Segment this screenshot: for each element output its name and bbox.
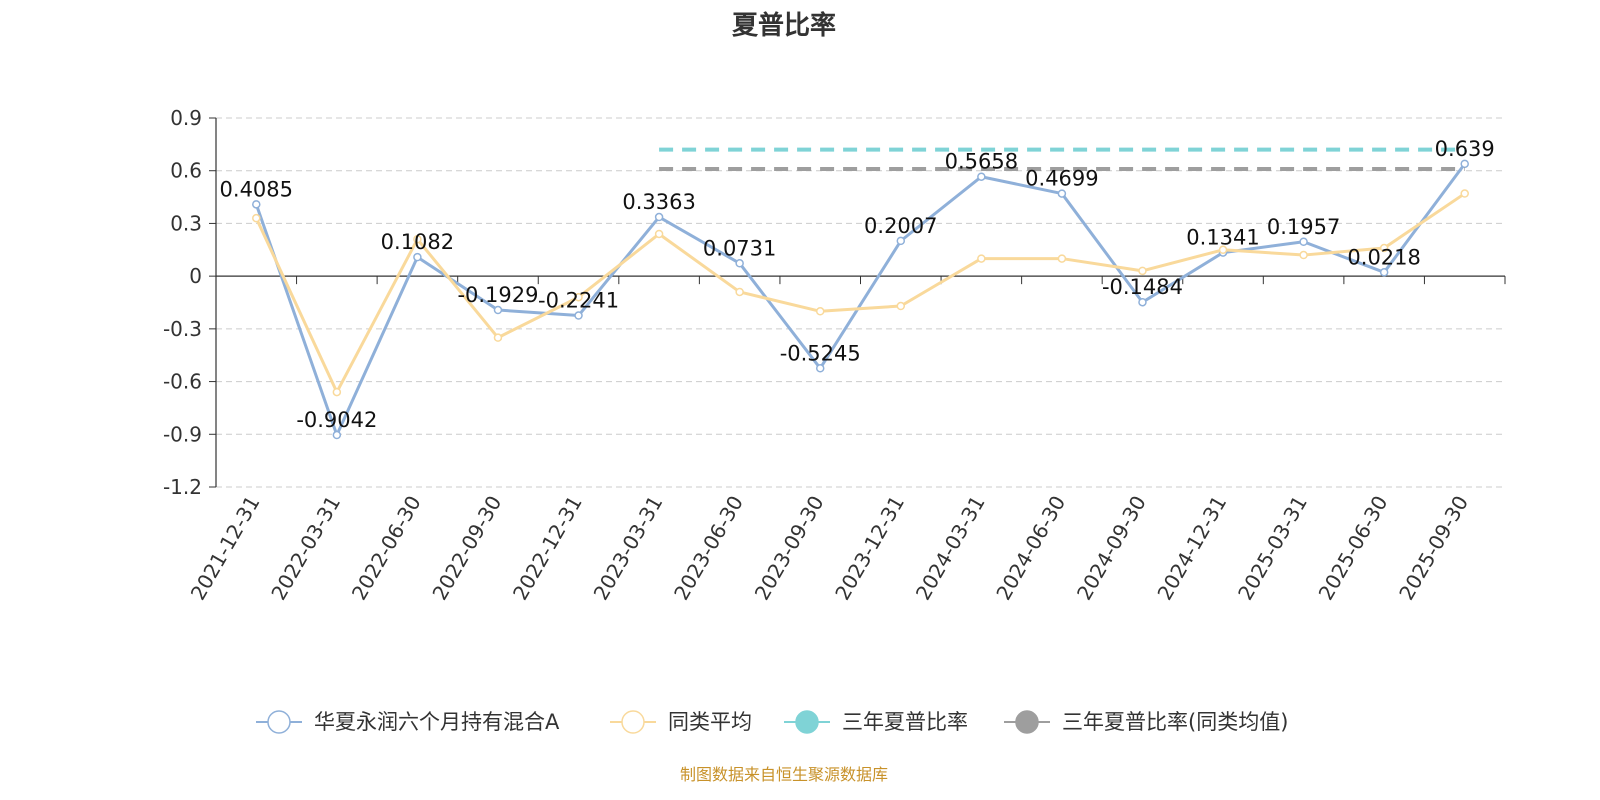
grid-layer (216, 117, 1505, 488)
series-point-0[interactable] (1460, 159, 1469, 169)
data-label: -0.1929 (457, 283, 538, 307)
data-label: -0.1484 (1102, 275, 1183, 299)
series-point-1[interactable] (735, 287, 744, 297)
data-label: 0.639 (1435, 137, 1495, 161)
legend-marker (1015, 710, 1039, 734)
series-point-1[interactable] (413, 234, 422, 244)
data-label: 0.0731 (703, 236, 776, 260)
series-point-1[interactable] (1057, 254, 1067, 263)
series-point-1[interactable] (1218, 245, 1228, 255)
y-tick-label: -1.2 (163, 475, 202, 499)
data-label: 0.2007 (864, 214, 937, 238)
data-label: 0.4085 (220, 177, 293, 201)
series-line-1 (254, 192, 1466, 394)
y-tick-label: 0 (189, 264, 202, 288)
x-tick-label: 2023-12-31 (830, 492, 909, 605)
series-point-0[interactable] (735, 259, 744, 268)
legend-marker (621, 710, 645, 734)
series-point-1[interactable] (493, 333, 503, 342)
x-tick-label: 2022-12-31 (508, 492, 587, 605)
legend-marker (267, 710, 291, 734)
data-label: 0.1341 (1186, 226, 1259, 250)
series-point-1[interactable] (332, 387, 342, 397)
y-tick-label: 0.3 (170, 211, 202, 235)
series-point-1[interactable] (1460, 189, 1469, 198)
data-label: 0.4699 (1025, 167, 1098, 191)
legend-label: 华夏永润六个月持有混合A (314, 710, 560, 734)
legend-item-2[interactable]: 三年夏普比率 (784, 710, 968, 734)
y-tick-label: -0.9 (163, 422, 202, 446)
data-label: 0.3363 (622, 190, 695, 214)
x-tick-label: 2024-09-30 (1072, 492, 1151, 605)
legend-marker (795, 710, 819, 734)
series-point-1[interactable] (977, 254, 986, 263)
series-point-0[interactable] (574, 311, 583, 320)
series-point-1[interactable] (252, 213, 261, 223)
y-tick-label: -0.6 (163, 370, 202, 394)
x-tick-label: 2023-09-30 (750, 492, 829, 605)
series-point-0[interactable] (413, 252, 422, 262)
series-point-1[interactable] (574, 292, 583, 302)
source-note: 制图数据来自恒生聚源数据库 (680, 765, 888, 784)
series-point-0[interactable] (1057, 189, 1067, 198)
series-point-0[interactable] (1138, 297, 1147, 307)
x-tick-label: 2024-03-31 (911, 492, 990, 605)
legend[interactable]: 华夏永润六个月持有混合A 同类平均 三年夏普比率 三年夏普比率(同类均值) (256, 710, 1288, 734)
legend-item-0[interactable]: 华夏永润六个月持有混合A (256, 710, 560, 734)
legend-label: 三年夏普比率(同类均值) (1062, 710, 1288, 734)
series-point-0[interactable] (896, 236, 906, 246)
series-point-1[interactable] (815, 307, 825, 316)
data-label-layer: 0.4085 -0.9042 0.1082 -0.1929 -0.2241 0.3363 0… (220, 137, 1495, 432)
series-point-1[interactable] (896, 301, 906, 311)
x-tick-label: 2023-03-31 (589, 492, 668, 605)
data-label: -0.5245 (780, 341, 861, 365)
series-point-0[interactable] (252, 200, 261, 209)
series-layer (252, 147, 1469, 440)
x-tick-label: 2022-09-30 (427, 492, 506, 605)
series-line-0 (254, 162, 1466, 437)
legend-item-1[interactable]: 同类平均 (610, 710, 752, 734)
legend-label: 三年夏普比率 (842, 710, 968, 734)
x-tick-label: 2025-09-30 (1394, 492, 1473, 605)
series-point-0[interactable] (977, 172, 986, 181)
data-label: 0.0218 (1347, 245, 1420, 269)
x-tick-label: 2024-12-31 (1152, 492, 1231, 605)
series-point-1[interactable] (1299, 250, 1308, 260)
y-tick-label: 0.9 (170, 106, 202, 130)
y-tick-label: 0.6 (170, 159, 202, 183)
x-tick-label: 2022-03-31 (266, 492, 345, 605)
data-label: 0.5658 (945, 150, 1018, 174)
x-tick-label: 2022-06-30 (347, 492, 426, 605)
chart-title: 夏普比率 (732, 10, 836, 41)
x-tick-label: 2025-03-31 (1233, 492, 1312, 605)
series-point-0[interactable] (1379, 268, 1389, 277)
series-point-0[interactable] (654, 212, 664, 222)
x-tick-label: 2025-06-30 (1314, 492, 1393, 605)
x-tick-label: 2024-06-30 (991, 492, 1070, 605)
series-point-1[interactable] (1379, 243, 1389, 253)
data-label: -0.9042 (296, 408, 377, 432)
series-point-1[interactable] (654, 229, 664, 239)
x-tick-label: 2021-12-31 (186, 492, 265, 605)
y-tick-label: -0.3 (163, 317, 202, 341)
series-point-0[interactable] (815, 364, 825, 373)
x-tick-label: 2023-06-30 (669, 492, 748, 605)
legend-label: 同类平均 (668, 710, 752, 734)
data-label: 0.1082 (381, 230, 454, 254)
legend-item-3[interactable]: 三年夏普比率(同类均值) (1004, 710, 1288, 734)
series-point-0[interactable] (1299, 237, 1308, 247)
data-label: 0.1957 (1267, 215, 1340, 239)
data-label: -0.2241 (538, 289, 619, 313)
series-point-0[interactable] (332, 430, 342, 440)
series-point-0[interactable] (493, 305, 503, 315)
series-point-1[interactable] (1138, 266, 1147, 276)
